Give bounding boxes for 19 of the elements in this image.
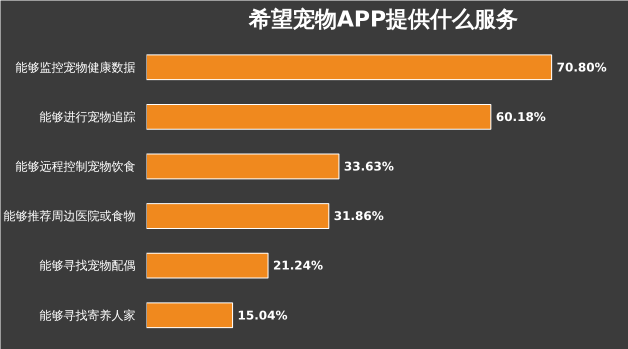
data-label: 60.18%: [496, 110, 546, 124]
chart-title: 希望宠物APP提供什么服务: [248, 6, 518, 32]
bar: [146, 302, 234, 328]
y-tick-label: 能够远程控制宠物饮食: [16, 159, 136, 174]
data-label: 21.24%: [273, 258, 324, 273]
y-tick-label: 能够进行宠物追踪: [40, 110, 136, 124]
bar: [146, 252, 269, 279]
bar: [146, 54, 552, 80]
data-label: 15.04%: [238, 308, 288, 322]
y-tick-label: 能够寻找宠物配偶: [40, 258, 136, 273]
y-tick-label: 能够推荐周边医院或食物: [4, 209, 136, 224]
bar: [146, 154, 340, 180]
bar: [146, 203, 330, 229]
bar: [146, 104, 492, 130]
y-tick-label: 能够监控宠物健康数据: [16, 60, 136, 74]
data-label: 70.80%: [556, 60, 607, 74]
data-label: 33.63%: [344, 159, 394, 174]
data-label: 31.86%: [334, 209, 384, 224]
y-tick-label: 能够寻找寄养人家: [40, 308, 136, 322]
